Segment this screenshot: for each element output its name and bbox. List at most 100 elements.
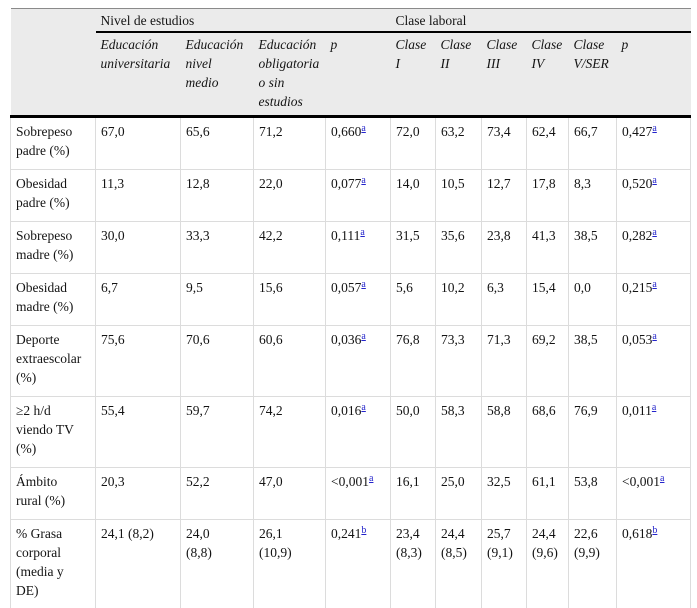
footnote-superscript: a (660, 472, 664, 484)
footnote-link[interactable]: a (361, 330, 366, 342)
value-cell: 63,2 (435, 116, 482, 170)
table-row: ≥2 h/d viendo TV (%) 55,4 59,7 74,2 0,016a 50… (10, 396, 692, 468)
value-cell: 15,6 (253, 273, 326, 326)
value-cell: 70,6 (180, 325, 254, 397)
value-cell: 65,6 (180, 116, 254, 170)
footnote-link[interactable]: a (652, 278, 657, 290)
footnote-link[interactable]: a (360, 226, 365, 238)
value-cell: 58,8 (481, 396, 527, 468)
value-cell: 38,5 (568, 325, 617, 397)
value-cell: 35,6 (435, 221, 482, 274)
value-cell: 25,0 (435, 467, 482, 520)
p-value-cell: <0,001a (325, 467, 391, 520)
p-value-cell: 0,011a (615, 396, 692, 468)
footnote-superscript: a (652, 122, 656, 134)
value-cell: 31,5 (390, 221, 436, 274)
value-cell: 12,8 (180, 169, 254, 222)
value-cell: 10,5 (435, 169, 482, 222)
value-cell: 58,3 (435, 396, 482, 468)
value-cell: 32,5 (481, 467, 527, 520)
value-cell: 66,7 (568, 116, 617, 170)
footnote-superscript: a (361, 330, 365, 342)
footnote-superscript: a (652, 401, 656, 413)
p-value: 0,660 (331, 124, 362, 139)
footnote-link[interactable]: a (651, 401, 657, 413)
value-cell: 42,2 (253, 221, 326, 274)
row-label: Obesidad padre (%) (10, 169, 96, 222)
footnote-link[interactable]: b (361, 524, 367, 536)
p-value: 0,053 (622, 332, 653, 347)
column-header-clase-ii: Clase II (435, 32, 482, 118)
value-cell: 73,3 (435, 325, 482, 397)
p-value: 0,215 (622, 280, 653, 295)
value-cell: 69,2 (526, 325, 569, 397)
footnote-link[interactable]: b (652, 524, 658, 536)
value-cell: 50,0 (390, 396, 436, 468)
group-header-row: Nivel de estudios Clase laboral (10, 8, 691, 118)
value-cell: 12,7 (481, 169, 527, 222)
table-row: Deporte extraescolar (%) 75,6 70,6 60,6 0,03… (10, 325, 692, 397)
footnote-superscript: a (652, 330, 656, 342)
footnote-link[interactable]: a (361, 278, 366, 290)
footnote-link[interactable]: a (369, 472, 374, 484)
value-cell: 71,2 (253, 116, 326, 170)
p-value: 0,111 (331, 228, 361, 243)
column-header-clase-i: Clase I (390, 32, 436, 118)
value-cell: 24,4 (8,5) (435, 519, 482, 608)
p-value-cell: 0,282a (615, 221, 692, 274)
value-cell: 30,0 (95, 221, 181, 274)
footnote-link[interactable]: a (652, 174, 657, 186)
footnote-link[interactable]: a (361, 401, 366, 413)
p-value-cell: 0,660a (325, 116, 391, 170)
value-cell: 33,3 (180, 221, 254, 274)
p-value: 0,520 (622, 176, 653, 191)
footnote-superscript: a (652, 174, 656, 186)
column-header-educacion-universitaria: Educación universitaria (95, 32, 181, 118)
footnote-superscript: b (652, 524, 657, 536)
footnote-link[interactable]: a (361, 174, 366, 186)
footnote-superscript: a (361, 174, 365, 186)
footnote-link[interactable]: a (652, 330, 657, 342)
p-value-cell: 0,427a (615, 116, 692, 170)
value-cell: 11,3 (95, 169, 181, 222)
table-row: Obesidad madre (%) 6,7 9,5 15,6 0,057a 5,6 10,… (10, 273, 692, 326)
value-cell: 38,5 (568, 221, 617, 274)
value-cell: 22,6 (9,9) (568, 519, 617, 608)
column-header-educacion-obligatoria: Educación obligatoria o sin estudios (253, 32, 326, 118)
p-value: 0,282 (622, 228, 653, 243)
value-cell: 20,3 (95, 467, 181, 520)
p-value-cell: 0,618b (615, 519, 692, 608)
row-label: % Grasa corporal (media y DE) (10, 519, 96, 608)
footnote-superscript: a (652, 278, 656, 290)
value-cell: 73,4 (481, 116, 527, 170)
value-cell: 76,8 (390, 325, 436, 397)
value-cell: 24,4 (9,6) (526, 519, 569, 608)
footnote-link[interactable]: a (652, 226, 657, 238)
p-value-cell: 0,111a (325, 221, 391, 274)
value-cell: 24,1 (8,2) (95, 519, 181, 608)
value-cell: 59,7 (180, 396, 254, 468)
value-cell: 22,0 (253, 169, 326, 222)
footnote-link[interactable]: a (652, 122, 657, 134)
p-value: 0,241 (331, 526, 362, 541)
footnote-link[interactable]: a (660, 472, 665, 484)
column-header-clase-iv: Clase IV (526, 32, 569, 118)
group-header-nivel: Nivel de estudios (95, 8, 391, 33)
value-cell: 25,7 (9,1) (481, 519, 527, 608)
stats-table: Nivel de estudios Clase laboral Educació… (10, 8, 692, 608)
value-cell: 60,6 (253, 325, 326, 397)
column-header-p-clase: p (616, 32, 691, 118)
value-cell: 23,4 (8,3) (390, 519, 436, 608)
table-header: Nivel de estudios Clase laboral Educació… (10, 8, 691, 118)
p-value: 0,016 (331, 403, 362, 418)
value-cell: 16,1 (390, 467, 436, 520)
footnote-link[interactable]: a (361, 122, 366, 134)
value-cell: 74,2 (253, 396, 326, 468)
footnote-superscript: a (652, 226, 656, 238)
p-value: <0,001 (622, 474, 660, 489)
column-header-clase-v-ser: Clase V/SER (568, 32, 617, 118)
p-value-cell: 0,520a (615, 169, 692, 222)
corner-cell (10, 8, 96, 118)
